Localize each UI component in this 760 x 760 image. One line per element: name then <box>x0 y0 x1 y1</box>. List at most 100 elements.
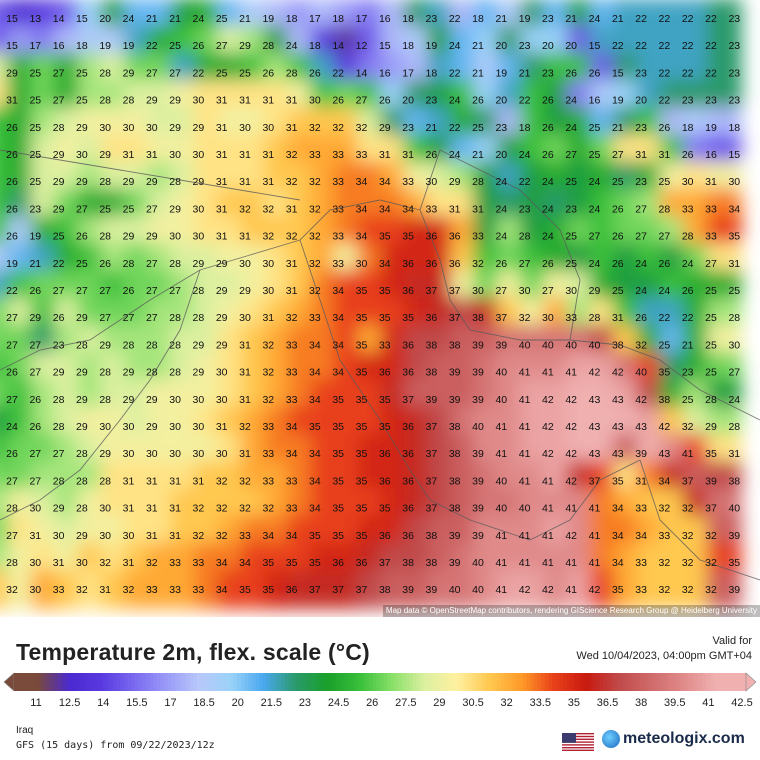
country-borders <box>0 149 760 581</box>
temperature-value: 37 <box>449 285 461 297</box>
temperature-value: 39 <box>449 394 461 406</box>
temperature-value: 30 <box>193 95 205 107</box>
temperature-value: 22 <box>449 67 461 79</box>
temperature-value: 30 <box>193 231 205 243</box>
temperature-value: 27 <box>53 285 65 297</box>
temperature-value: 34 <box>379 203 391 215</box>
scale-segment <box>559 673 564 691</box>
temperature-value: 30 <box>169 421 181 433</box>
scale-segment <box>328 673 334 691</box>
scale-segment <box>416 673 421 691</box>
temperature-value: 32 <box>472 258 484 270</box>
temperature-value: 30 <box>123 448 135 460</box>
scale-segment <box>226 673 231 691</box>
temperature-value: 34 <box>286 530 298 542</box>
temperature-value: 38 <box>728 475 740 487</box>
temperature-value: 30 <box>123 421 135 433</box>
scale-segment <box>438 673 443 691</box>
temperature-value: 33 <box>402 176 414 188</box>
scale-segment <box>343 673 348 691</box>
temperature-value: 31 <box>286 95 298 107</box>
scale-segment <box>588 673 593 691</box>
scale-segment <box>453 673 458 691</box>
temperature-value: 31 <box>216 95 228 107</box>
temperature-value: 41 <box>565 503 577 515</box>
scale-segment <box>358 673 363 691</box>
temperature-value: 32 <box>216 530 228 542</box>
scale-segment <box>522 673 527 691</box>
temperature-value: 35 <box>356 530 368 542</box>
scale-segment <box>464 673 469 691</box>
temperature-value: 38 <box>426 367 438 379</box>
temperature-value: 34 <box>309 339 321 351</box>
temperature-value: 34 <box>332 285 344 297</box>
temperature-value: 31 <box>612 312 624 324</box>
temperature-value: 16 <box>379 13 391 25</box>
temperature-value: 22 <box>682 40 694 52</box>
temperature-value: 28 <box>146 367 158 379</box>
temperature-value: 29 <box>123 394 135 406</box>
scale-segment <box>628 673 634 691</box>
temperature-map[interactable]: 15 13 14 15 20 24 21 21 24 25 21 19 18 17 18 17 16 18 23 22… <box>0 0 760 617</box>
brand-logo[interactable]: meteologix.com <box>602 730 745 748</box>
temperature-value: 25 <box>76 95 88 107</box>
temperature-value: 25 <box>169 40 181 52</box>
temperature-value: 42 <box>519 584 531 596</box>
temperature-value: 30 <box>239 312 251 324</box>
temperature-value: 29 <box>99 149 111 161</box>
temperature-value: 32 <box>309 176 321 188</box>
temperature-value: 22 <box>635 40 647 52</box>
us-flag-icon[interactable] <box>562 733 594 751</box>
temperature-value: 31 <box>239 339 251 351</box>
temperature-value: 36 <box>426 258 438 270</box>
temperature-value: 30 <box>565 285 577 297</box>
temperature-value: 31 <box>286 122 298 134</box>
scale-segment <box>716 673 721 691</box>
temperature-value: 26 <box>6 203 18 215</box>
temperature-value: 18 <box>332 13 344 25</box>
temperature-value: 33 <box>309 312 321 324</box>
temperature-value: 28 <box>193 285 205 297</box>
temperature-value: 23 <box>728 40 740 52</box>
temperature-value: 26 <box>309 67 321 79</box>
temperature-value: 23 <box>426 95 438 107</box>
temperature-value: 31 <box>216 149 228 161</box>
temperature-value: 34 <box>216 557 228 569</box>
temperature-value: 29 <box>589 285 601 297</box>
temperature-value: 31 <box>193 475 205 487</box>
scale-segment <box>229 673 235 691</box>
temperature-value: 28 <box>6 557 18 569</box>
scale-segment <box>665 673 670 691</box>
temperature-value: 36 <box>402 339 414 351</box>
temperature-value: 34 <box>332 367 344 379</box>
scale-segment <box>299 673 304 691</box>
temperature-value: 31 <box>262 312 274 324</box>
scale-tick-label: 12.5 <box>58 697 81 709</box>
temperature-value: 31 <box>239 367 251 379</box>
scale-segment <box>109 673 114 691</box>
scale-segment <box>94 673 99 691</box>
temperature-value: 39 <box>728 584 740 596</box>
temperature-value: 30 <box>262 122 274 134</box>
temperature-value: 26 <box>6 448 18 460</box>
temperature-value: 25 <box>589 149 601 161</box>
scale-segment <box>39 673 44 691</box>
temperature-value: 35 <box>332 421 344 433</box>
scale-segment <box>595 673 601 691</box>
temperature-value: 35 <box>402 231 414 243</box>
temperature-value: 24 <box>193 13 205 25</box>
scale-segment <box>380 673 385 691</box>
temperature-value: 26 <box>542 122 554 134</box>
temperature-value: 23 <box>29 203 41 215</box>
temperature-value: 22 <box>682 312 694 324</box>
temperature-value: 37 <box>426 285 438 297</box>
temperature-value: 21 <box>565 13 577 25</box>
temperature-value: 30 <box>169 394 181 406</box>
temperature-value: 29 <box>449 176 461 188</box>
scale-segment <box>592 673 597 691</box>
temperature-value: 24 <box>565 122 577 134</box>
temperature-value: 43 <box>612 394 624 406</box>
temperature-value: 28 <box>99 176 111 188</box>
temperature-value: 32 <box>262 503 274 515</box>
temperature-value: 15 <box>728 149 740 161</box>
